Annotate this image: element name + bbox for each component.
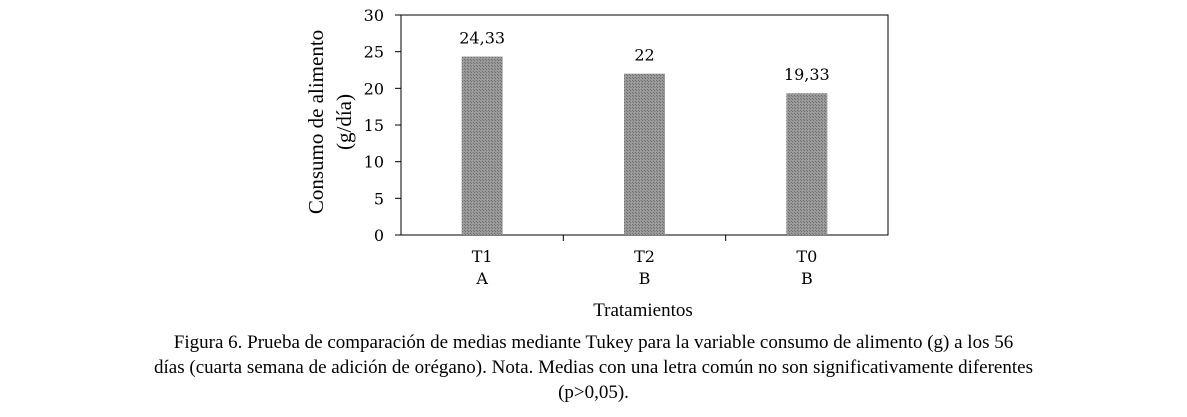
x-group-letter: A <box>475 269 488 288</box>
y-tick-label: 20 <box>364 79 384 98</box>
x-group-letter: B <box>639 269 651 288</box>
y-axis: 0 5 10 15 20 25 30 <box>364 6 401 245</box>
y-axis-title-line2: (g/día) <box>332 94 356 150</box>
bar-t0 <box>786 93 828 235</box>
data-label: 24,33 <box>459 29 505 48</box>
data-label: 22 <box>634 46 654 65</box>
caption-line-2: días (cuarta semana de adición de orégan… <box>154 357 1033 378</box>
y-tick-label: 25 <box>364 43 384 62</box>
bar-series: 24,33 22 19,33 <box>459 29 830 236</box>
data-label: 19,33 <box>784 65 830 84</box>
x-axis: T1 A T2 B T0 B <box>472 235 817 288</box>
y-axis-title-line1: Consumo de alimento <box>304 30 328 214</box>
figure-caption: Figura 6. Prueba de comparación de media… <box>0 330 1187 405</box>
y-tick-label: 30 <box>364 6 384 25</box>
y-tick-label: 0 <box>374 226 384 245</box>
y-tick-label: 10 <box>364 153 384 172</box>
caption-line-3: (p>0,05). <box>558 382 629 403</box>
x-category-label: T1 <box>472 247 493 266</box>
x-axis-title: Tratamientos <box>593 300 693 321</box>
x-group-letter: B <box>801 269 813 288</box>
x-category-label: T2 <box>634 247 655 266</box>
y-tick-label: 15 <box>364 116 384 135</box>
bar-t1 <box>461 56 503 235</box>
bar-t2 <box>624 73 665 236</box>
caption-line-1: Figura 6. Prueba de comparación de media… <box>173 332 1014 353</box>
bar-chart: 0 5 10 15 20 25 30 24,33 22 19,33 T1 A T2 B T0 B Cons… <box>304 6 889 321</box>
y-tick-label: 5 <box>374 189 384 208</box>
x-category-label: T0 <box>796 247 817 266</box>
